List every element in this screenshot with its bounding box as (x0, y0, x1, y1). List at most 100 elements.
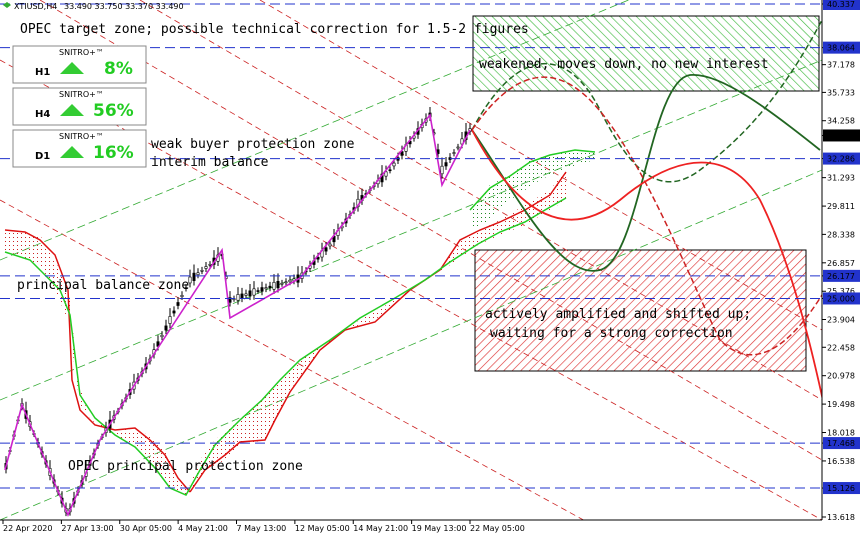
level-price-tag (823, 269, 860, 282)
price-tick-label: 20.978 (827, 372, 855, 381)
green-channel-lines (0, 0, 822, 520)
candle-body (444, 162, 448, 167)
time-tick-label: 7 May 13:00 (237, 524, 287, 533)
forecast-red-dashed (471, 76, 822, 356)
time-tick-label: 12 May 05:00 (295, 524, 350, 533)
candle-body (284, 281, 288, 284)
level-price-tag (823, 0, 860, 10)
candle-body (176, 302, 180, 306)
annotation-opec-protection: OPEC principal protection zone (68, 459, 303, 474)
price-tick-label: 15.126 (827, 484, 855, 493)
panel-tf: D1 (35, 151, 50, 162)
price-tick-label: 34.258 (827, 117, 855, 126)
panel-brand: SNITRO+™ (59, 132, 104, 141)
red-correction-zone (474, 249, 807, 372)
panel-value: 16% (93, 143, 134, 163)
up-arrow-icon (60, 146, 84, 158)
candle-body (240, 293, 244, 299)
up-arrow-icon (60, 104, 84, 116)
header-quote: 33.490 33.750 33.370 33.490 (64, 2, 184, 11)
candle-body (244, 293, 248, 296)
candle-body (452, 152, 456, 154)
price-tick-label: 32.286 (827, 155, 855, 164)
lower-envelope-left (4, 229, 191, 493)
candle-body (288, 279, 292, 283)
price-tick-label: 35.733 (827, 88, 855, 97)
candle-body (172, 310, 176, 314)
indicator-panel-h4: SNITRO+™ H4 56% (12, 87, 147, 126)
header-symbol: XTIUSD,H4 (14, 2, 57, 11)
candle-body (384, 171, 388, 177)
candle-body (180, 295, 184, 297)
candle-body (192, 272, 196, 281)
candle-body (168, 316, 172, 324)
level-price-tag (823, 292, 860, 305)
candle-body (200, 270, 204, 272)
price-tick-label: 26.177 (827, 272, 855, 281)
annotation-opec-target: OPEC target zone; possible technical cor… (20, 22, 529, 37)
candle-body (236, 294, 240, 301)
price-axis: 40.337 38.064 37.178 35.733 34.258 33.490 32.2… (822, 0, 860, 522)
symbol-icon (3, 2, 11, 8)
price-tick-label: 25.376 (827, 287, 855, 296)
candle-body (268, 285, 272, 289)
indicator-panel-h1: SNITRO+™ H1 8% (12, 45, 147, 84)
candle-body (324, 247, 328, 252)
candle-body (156, 341, 160, 347)
candle-body (276, 281, 280, 289)
candle-body (328, 243, 332, 247)
candle-body (392, 162, 396, 167)
candle-body (456, 146, 460, 149)
time-tick-label: 27 Apr 13:00 (61, 524, 113, 533)
price-tick-label: 28.338 (827, 230, 855, 239)
candle-body (264, 287, 268, 290)
price-tick-label: 19.498 (827, 400, 855, 409)
up-arrow-icon (60, 62, 84, 74)
price-tick-label: 33.490 (827, 131, 855, 140)
candle-body (400, 151, 404, 156)
annotation-interim-balance: interim balance (151, 155, 269, 170)
candle-body (164, 325, 168, 331)
price-tick-label: 31.293 (827, 174, 855, 183)
candle-body (204, 266, 208, 269)
panel-brand: SNITRO+™ (59, 90, 104, 99)
candle-body (196, 272, 200, 276)
price-tick-label: 22.458 (827, 343, 855, 352)
price-tick-label: 16.538 (827, 457, 855, 466)
price-tick-label: 23.904 (827, 316, 855, 325)
candle-body (160, 334, 164, 338)
time-tick-label: 14 May 21:00 (353, 524, 408, 533)
forecast-red-solid (471, 129, 822, 401)
panel-value: 56% (93, 101, 134, 121)
level-price-tag (823, 41, 860, 54)
candle-body (208, 263, 212, 266)
candle-body (260, 287, 264, 292)
candle-body (248, 290, 252, 297)
price-tick-label: 37.178 (827, 61, 855, 70)
plot-area: OPEC target zone; possible technical cor… (0, 0, 822, 520)
panel-tf: H4 (35, 109, 50, 120)
price-tick-label: 38.064 (827, 44, 855, 53)
time-tick-label: 19 May 13:00 (412, 524, 467, 533)
time-tick-label: 22 May 05:00 (470, 524, 525, 533)
forecast-green-solid (471, 74, 821, 272)
green-envelope-top (469, 149, 596, 211)
lower-envelope-right (189, 171, 567, 493)
forecast-green-dashed (471, 19, 822, 183)
annotation-weakened: weakened, moves down, no new interest (479, 57, 769, 72)
indicator-panel-d1: SNITRO+™ D1 16% (12, 129, 147, 168)
candle-body (228, 297, 232, 303)
time-tick-label: 4 May 21:00 (178, 524, 228, 533)
current-price-tag (823, 129, 860, 142)
price-tick-label: 29.811 (827, 202, 855, 211)
time-tick-label: 22 Apr 2020 (3, 524, 52, 533)
candle-body (256, 290, 260, 292)
panel-tf: H1 (35, 67, 50, 78)
price-tick-label: 25.000 (827, 294, 855, 303)
green-envelope-fill (470, 150, 595, 230)
candle-body (440, 165, 444, 175)
candle-body (280, 282, 284, 285)
candle-body (184, 287, 188, 289)
